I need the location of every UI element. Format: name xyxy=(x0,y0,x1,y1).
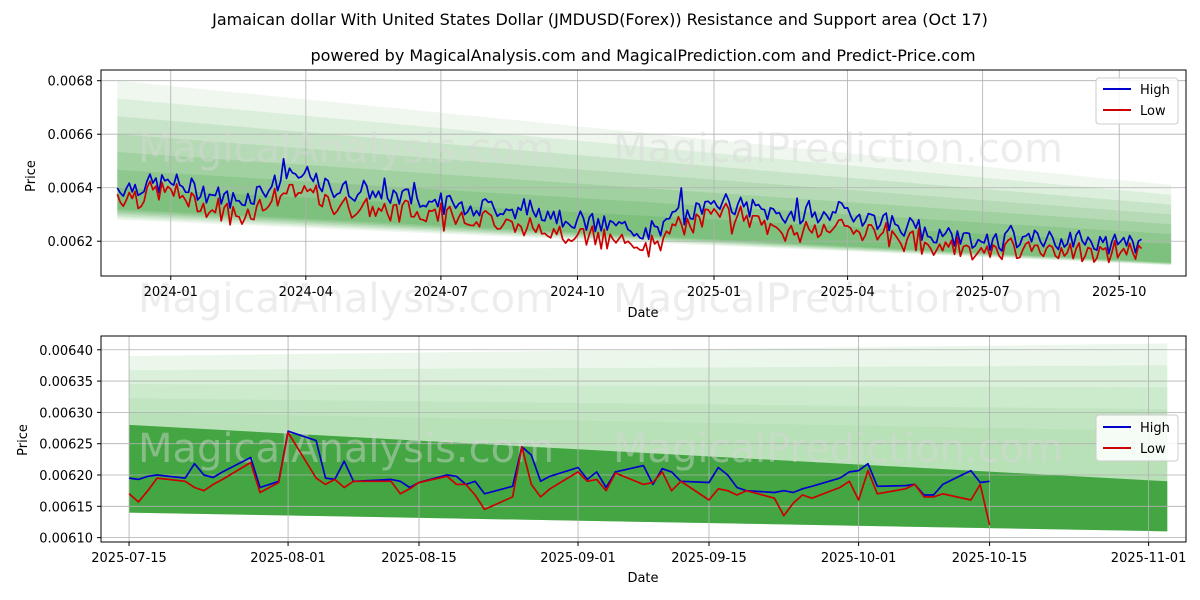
x-tick-label: 2024-07 xyxy=(414,285,468,300)
bottom-y-axis-label: Price xyxy=(16,424,31,456)
x-tick-label: 2025-04 xyxy=(820,285,874,300)
y-tick-label: 0.00625 xyxy=(39,438,93,453)
band-core xyxy=(129,424,1168,532)
low-series-line xyxy=(116,180,1143,264)
chart-title: Jamaican dollar With United States Dolla… xyxy=(211,10,988,29)
x-tick-label: 2024-01 xyxy=(144,285,198,300)
x-tick-label: 2025-08-15 xyxy=(381,551,457,566)
bottom-axis-ticks: 2025-07-15 2025-08-01 2025-08-15 2025-09-01… xyxy=(39,344,1186,566)
x-tick-label: 2025-07-15 xyxy=(91,551,167,566)
y-tick-label: 0.0062 xyxy=(48,235,94,250)
y-tick-label: 0.00640 xyxy=(39,344,93,359)
band-layer xyxy=(117,134,1172,264)
band-layer xyxy=(117,80,1172,266)
y-tick-label: 0.00620 xyxy=(39,469,93,484)
top-grid xyxy=(101,70,1186,276)
y-tick-label: 0.0068 xyxy=(48,75,94,90)
high-series-line xyxy=(128,430,990,496)
x-tick-label: 2025-10-15 xyxy=(952,551,1028,566)
top-plot-frame xyxy=(100,69,1187,277)
band-layer xyxy=(117,187,1172,263)
y-tick-label: 0.00635 xyxy=(39,375,93,390)
top-panel: MagicalAnalysis.com MagicalPrediction.co… xyxy=(24,69,1187,322)
top-price-lines xyxy=(116,157,1143,264)
y-tick-label: 0.00615 xyxy=(39,500,93,515)
x-tick-label: 2025-08-01 xyxy=(250,551,326,566)
x-tick-label: 2025-09-15 xyxy=(671,551,747,566)
watermark-prediction: MagicalPrediction.com xyxy=(613,126,1063,172)
x-tick-label: 2025-10 xyxy=(1092,285,1146,300)
watermark-analysis: MagicalAnalysis.com xyxy=(138,276,554,322)
bottom-legend: High Low xyxy=(1095,414,1179,462)
y-tick-label: 0.0066 xyxy=(48,128,94,143)
top-x-axis-label: Date xyxy=(627,306,658,321)
bottom-resistance-support-band xyxy=(129,343,1168,532)
band-layer xyxy=(117,152,1172,264)
top-axis-ticks: 2024-01 2024-04 2024-07 2024-10 2025-01 2025-… xyxy=(48,75,1147,300)
y-tick-label: 0.00630 xyxy=(39,406,93,421)
bottom-x-axis-label: Date xyxy=(627,571,658,586)
bottom-legend-high-label: High xyxy=(1140,421,1170,436)
x-tick-label: 2025-11-01 xyxy=(1111,551,1187,566)
bottom-grid xyxy=(101,336,1186,542)
top-legend: High Low xyxy=(1095,77,1179,125)
watermark-analysis: MagicalAnalysis.com xyxy=(138,126,554,172)
x-tick-label: 2024-04 xyxy=(279,285,333,300)
x-tick-label: 2024-10 xyxy=(550,285,604,300)
low-series-line xyxy=(128,431,991,526)
bottom-panel: MagicalAnalysis.com MagicalPrediction.co… xyxy=(16,335,1187,586)
top-y-axis-label: Price xyxy=(24,160,39,192)
x-tick-label: 2025-09-01 xyxy=(540,551,616,566)
bottom-price-lines xyxy=(128,430,991,526)
watermark-prediction: MagicalPrediction.com xyxy=(613,276,1063,322)
high-series-line xyxy=(116,157,1142,255)
bottom-legend-low-label: Low xyxy=(1140,442,1166,457)
y-tick-label: 0.00610 xyxy=(39,532,93,547)
bottom-plot-frame xyxy=(100,335,1187,543)
x-tick-label: 2025-07 xyxy=(955,285,1009,300)
y-tick-label: 0.0064 xyxy=(48,182,94,197)
top-legend-high-label: High xyxy=(1140,83,1170,98)
top-legend-low-label: Low xyxy=(1140,104,1166,119)
x-tick-label: 2025-10-01 xyxy=(821,551,897,566)
watermark-prediction: MagicalPrediction.com xyxy=(613,426,1063,472)
chart-subtitle: powered by MagicalAnalysis.com and Magic… xyxy=(310,46,975,65)
x-tick-label: 2025-01 xyxy=(687,285,741,300)
